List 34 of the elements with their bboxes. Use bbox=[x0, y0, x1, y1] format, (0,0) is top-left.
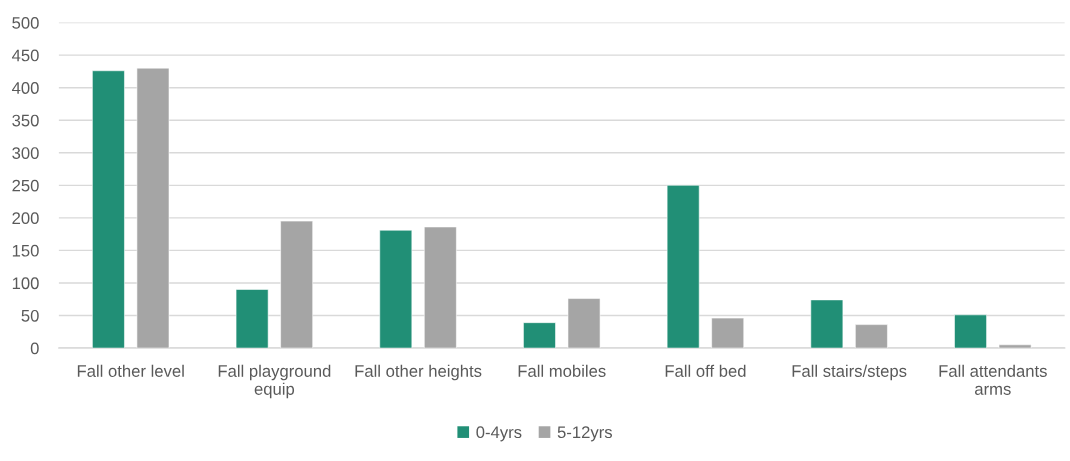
bar bbox=[711, 317, 745, 349]
bar bbox=[92, 70, 125, 349]
y-tick-label: 100 bbox=[12, 277, 39, 290]
bar bbox=[954, 314, 987, 349]
x-tick-label: Fall other level bbox=[77, 364, 184, 377]
x-tick-label: Fall attendants arms bbox=[939, 364, 1047, 395]
legend-label: 0-4yrs bbox=[476, 426, 522, 442]
bar bbox=[523, 322, 556, 349]
bar bbox=[379, 229, 413, 349]
x-tick-label: Fall stairs/steps bbox=[792, 364, 907, 381]
bar bbox=[280, 220, 313, 349]
x-tick-label: Fall playground equip bbox=[218, 364, 331, 399]
legend-label: 5-12yrs bbox=[557, 426, 613, 442]
y-tick-label: 250 bbox=[12, 179, 39, 192]
x-tick-label: Fall mobiles bbox=[518, 364, 606, 377]
y-tick-label: 500 bbox=[12, 16, 39, 29]
bar bbox=[855, 324, 888, 349]
y-tick-label: 0 bbox=[30, 342, 39, 355]
bar bbox=[998, 344, 1032, 349]
x-tick-label: Fall other heights bbox=[355, 364, 482, 381]
y-tick-label: 200 bbox=[12, 212, 39, 225]
bar bbox=[235, 289, 269, 349]
y-tick-label: 350 bbox=[12, 114, 39, 127]
bar bbox=[424, 226, 457, 349]
bar bbox=[810, 299, 844, 349]
y-tick-label: 300 bbox=[12, 147, 39, 159]
bar bbox=[136, 67, 170, 349]
y-tick-label: 450 bbox=[11, 49, 39, 62]
x-tick-label: Fall off bed bbox=[665, 364, 746, 377]
bar bbox=[666, 185, 700, 349]
bar bbox=[567, 298, 601, 349]
y-tick-label: 50 bbox=[21, 309, 39, 322]
y-tick-label: 400 bbox=[11, 82, 39, 94]
y-tick-label: 150 bbox=[12, 244, 39, 257]
